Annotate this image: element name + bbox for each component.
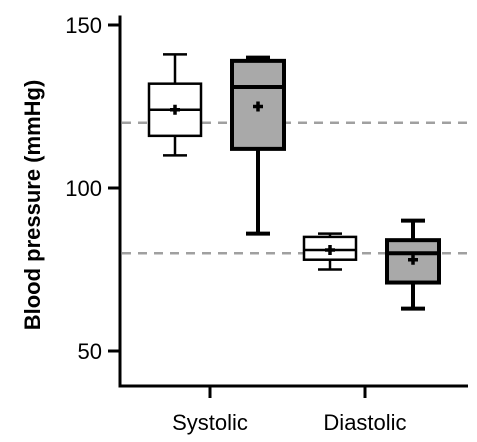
y-axis-title: Blood pressure (mmHg) (20, 80, 45, 331)
x-category-label: Diastolic (323, 410, 406, 435)
box-series (147, 53, 441, 311)
y-tick-label: 100 (65, 176, 102, 201)
box-systolic-series-2 (230, 55, 286, 236)
y-tick-label: 150 (65, 13, 102, 38)
mean-marker (253, 101, 263, 112)
box-diastolic-series-1 (302, 232, 358, 271)
mean-marker (325, 244, 335, 255)
x-axis: Systolic Diastolic (118, 384, 468, 435)
y-axis: 50 100 150 (65, 13, 122, 388)
box-diastolic-series-2 (385, 218, 441, 311)
mean-marker (408, 254, 418, 265)
box-systolic-series-1 (147, 53, 203, 157)
y-tick-label: 50 (78, 339, 102, 364)
x-category-label: Systolic (172, 410, 248, 435)
mean-marker (170, 104, 180, 115)
